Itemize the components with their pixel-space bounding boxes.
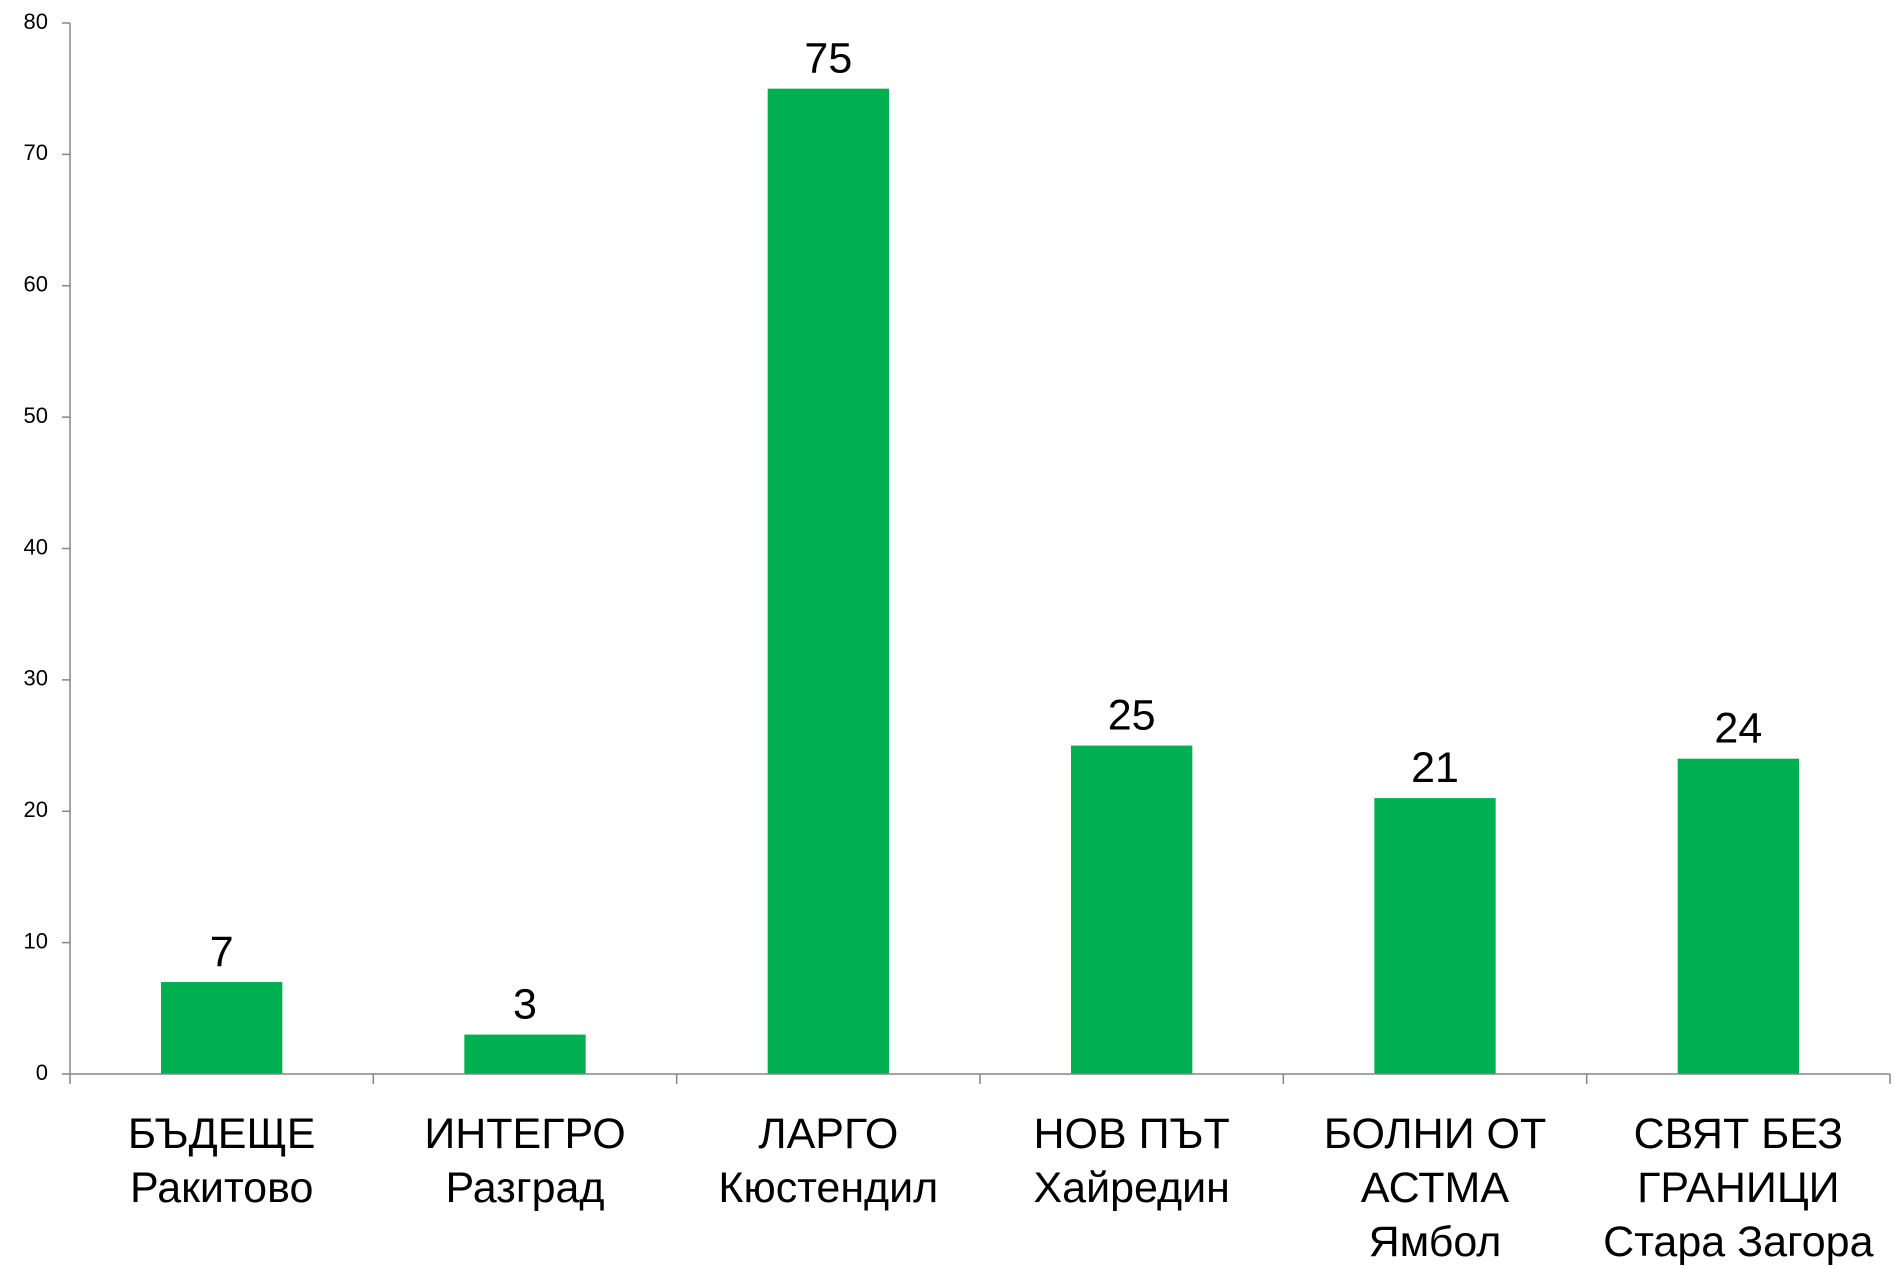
bar: [767, 88, 889, 1074]
label-line: БЪДЕЩЕ: [128, 1110, 316, 1158]
x-tick-label: ИНТЕГРО Разград: [424, 1110, 625, 1212]
value-label: 21: [1411, 744, 1459, 792]
y-tick-label: 80: [24, 9, 48, 34]
label-line: Хайредин: [1033, 1164, 1229, 1212]
y-tick-label: 0: [36, 1060, 48, 1085]
bar: [1677, 758, 1799, 1074]
label-line: ГРАНИЦИ: [1637, 1164, 1839, 1212]
label-line: БОЛНИ ОТ: [1324, 1110, 1547, 1158]
bar: [1071, 745, 1193, 1074]
label-line: Ракитово: [130, 1164, 313, 1212]
label-line: Ямбол: [1369, 1218, 1502, 1266]
bar: [464, 1034, 586, 1074]
value-label: 3: [513, 981, 537, 1029]
label-line: НОВ ПЪТ: [1033, 1110, 1229, 1158]
y-tick-label: 10: [24, 928, 48, 953]
value-label: 7: [210, 928, 234, 976]
y-tick-label: 30: [24, 666, 48, 691]
bar: [1374, 798, 1496, 1074]
label-line: Разград: [445, 1164, 604, 1212]
value-label: 75: [804, 35, 852, 83]
y-tick-label: 70: [24, 140, 48, 165]
label-line: Кюстендил: [718, 1164, 938, 1212]
value-label: 24: [1714, 705, 1762, 753]
value-label: 25: [1108, 692, 1156, 740]
x-tick-label: СВЯТ БЕЗ ГРАНИЦИ Стара Загора: [1603, 1110, 1873, 1266]
label-line: АСТМА: [1361, 1164, 1509, 1212]
y-tick-label: 60: [24, 272, 48, 297]
y-tick-label: 50: [24, 403, 48, 428]
y-tick-label: 20: [24, 797, 48, 822]
bar: [161, 982, 283, 1074]
label-line: ЛАРГО: [758, 1110, 898, 1158]
x-tick-label: БЪДЕЩЕ Ракитово: [128, 1110, 316, 1212]
label-line: ИНТЕГРО: [424, 1110, 625, 1158]
x-tick-label: БОЛНИ ОТ АСТМА Ямбол: [1324, 1110, 1547, 1266]
label-line: СВЯТ БЕЗ: [1634, 1110, 1844, 1158]
label-line: Стара Загора: [1603, 1218, 1873, 1266]
y-tick-label: 40: [24, 534, 48, 559]
x-tick-label: НОВ ПЪТ Хайредин: [1033, 1110, 1229, 1212]
x-tick-label: ЛАРГО Кюстендил: [718, 1110, 938, 1212]
